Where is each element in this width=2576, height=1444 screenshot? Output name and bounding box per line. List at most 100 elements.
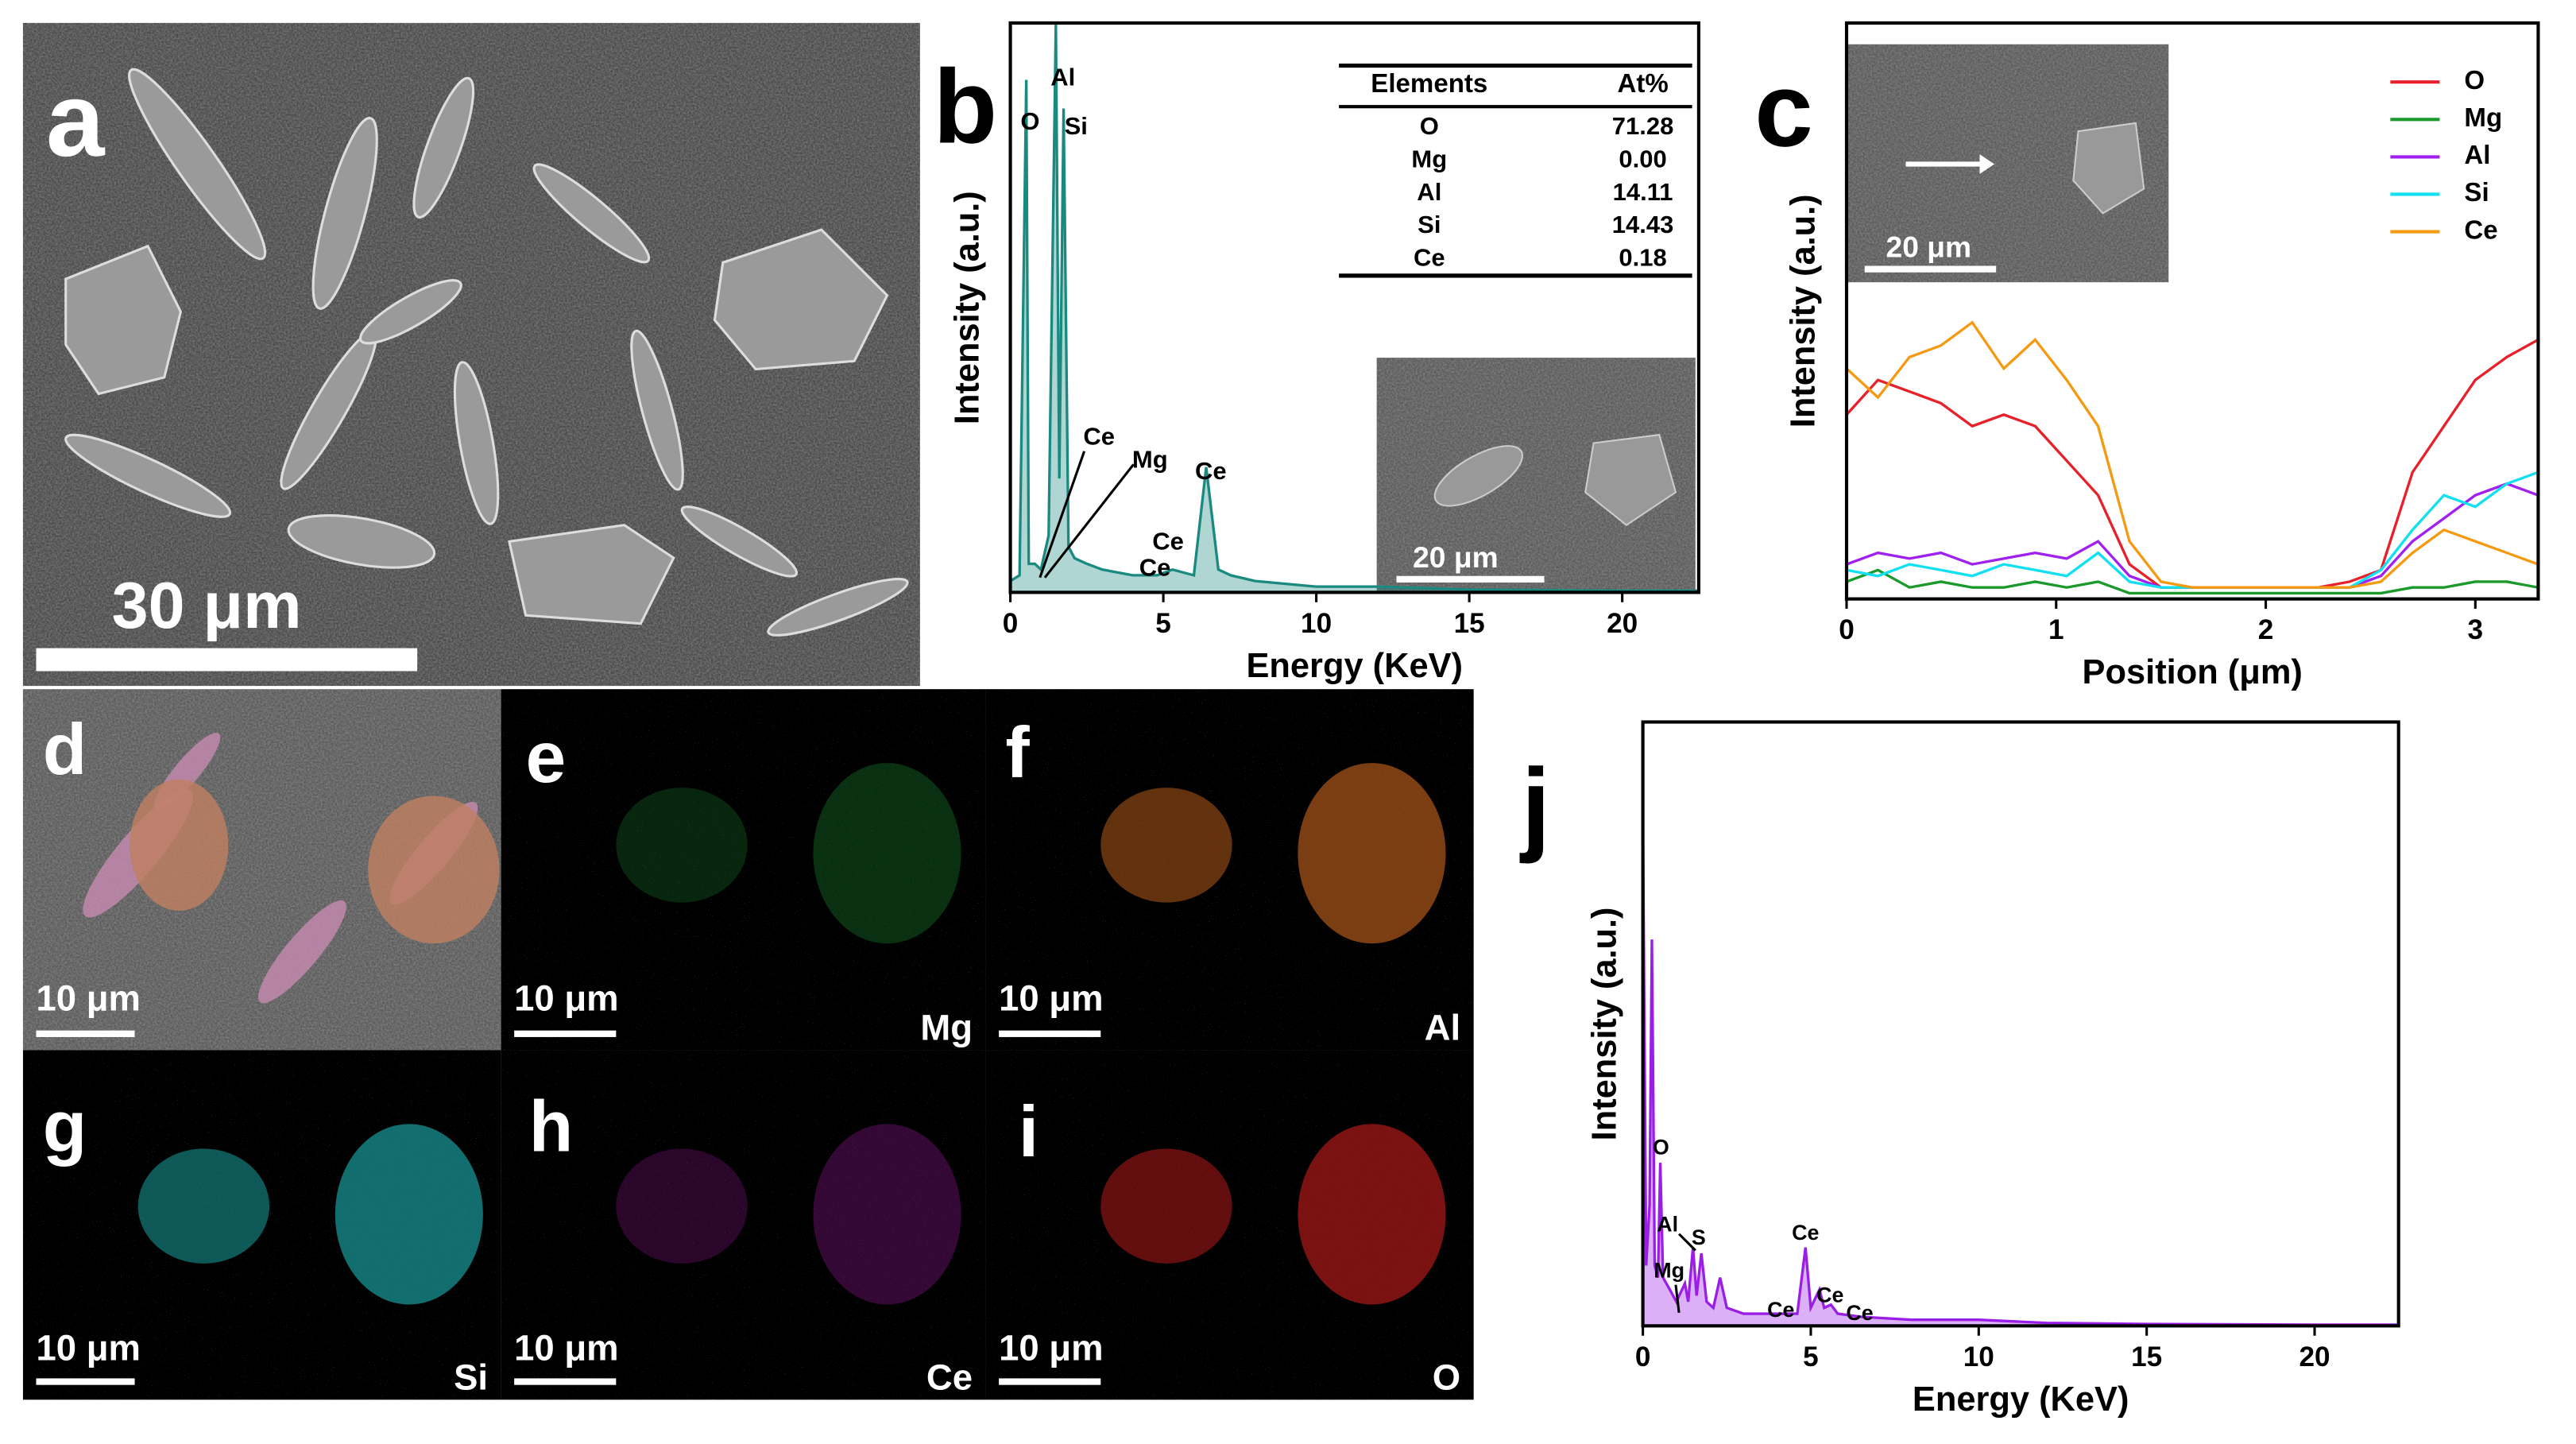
x-tick-label: 3	[2468, 614, 2484, 645]
scale-bar-label: 10 μm	[36, 978, 140, 1019]
scale-bar-label: 10 μm	[999, 978, 1103, 1019]
map-tint	[501, 689, 986, 1051]
annotation-arrow	[1043, 463, 1135, 579]
map-blob	[813, 1124, 961, 1305]
map-blob	[616, 1148, 748, 1264]
annotation-arrow	[1677, 1233, 1696, 1252]
data-line	[1845, 320, 2539, 589]
x-axis-label: Energy (KeV)	[1246, 647, 1463, 685]
x-axis-label: Energy (KeV)	[1913, 1380, 2129, 1419]
x-tick-label: 5	[1155, 608, 1171, 639]
plot-frame	[1008, 21, 1700, 594]
scale-bar	[999, 1378, 1101, 1385]
inset-scale-label: 20 μm	[1413, 540, 1499, 574]
peak-label: Al	[1050, 63, 1075, 91]
peak-label: Ce	[1139, 554, 1171, 582]
crystal	[257, 900, 346, 1004]
panel-label: f	[1005, 713, 1030, 793]
element-label: Si	[454, 1357, 488, 1397]
particle	[368, 796, 500, 944]
inset-scale-label: 20 μm	[1886, 230, 1972, 264]
element-label: Ce	[926, 1357, 973, 1397]
peak-label: Ce	[1152, 528, 1184, 556]
table-cell: 14.43	[1612, 211, 1674, 238]
particle	[130, 779, 229, 911]
table-cell: Mg	[1411, 145, 1447, 173]
peak-label: Si	[1065, 112, 1088, 140]
x-axis-label: Position (μm)	[2083, 653, 2303, 691]
map-blob	[335, 1124, 483, 1305]
scale-bar-label: 30 μm	[112, 568, 302, 642]
legend-label: Mg	[2464, 103, 2502, 133]
scale-bar-label: 10 μm	[999, 1327, 1103, 1368]
element-label: O	[1433, 1357, 1460, 1397]
peak-label: O	[1653, 1135, 1669, 1159]
peak-label: Mg	[1132, 445, 1168, 473]
map-blob	[1100, 1148, 1232, 1264]
table-cell: Ce	[1414, 243, 1445, 271]
panel-label: h	[529, 1087, 574, 1167]
data-line	[1009, 22, 1699, 592]
map-tint	[501, 1050, 986, 1400]
annotation-arrow	[1674, 1284, 1681, 1313]
scale-bar	[999, 1030, 1101, 1037]
scale-bar	[36, 1030, 135, 1037]
x-tick-label: 15	[2131, 1341, 2162, 1372]
table-header: At%	[1617, 69, 1668, 99]
peak-label: Ce	[1195, 457, 1227, 485]
x-tick-label: 20	[1607, 608, 1638, 639]
peak-label: Ce	[1816, 1283, 1843, 1307]
x-tick-label: 1	[2048, 614, 2064, 645]
legend-label: Ce	[2464, 215, 2497, 245]
scale-bar-label: 10 μm	[514, 978, 618, 1019]
data-line	[1845, 338, 2539, 589]
x-tick-label: 5	[1803, 1341, 1819, 1372]
y-axis-label: Intensity (a.u.)	[1785, 194, 1823, 428]
inset-image	[1376, 358, 1696, 591]
peak-label: Al	[1657, 1212, 1678, 1236]
spectrum-fill	[1642, 812, 2399, 1326]
x-tick-label: 0	[1635, 1341, 1651, 1372]
map-blob	[1100, 788, 1232, 903]
y-axis-label: Intensity (a.u.)	[1586, 908, 1624, 1141]
panel-label: i	[1019, 1092, 1039, 1172]
inset-image	[1846, 44, 2169, 283]
scale-bar	[514, 1378, 617, 1385]
sem-image	[22, 22, 920, 687]
table-header: Elements	[1371, 69, 1487, 99]
scale-bar-label: 10 μm	[36, 1327, 140, 1368]
x-tick-label: 2	[2258, 614, 2274, 645]
data-line	[1641, 812, 2399, 1326]
panel-label: j	[1519, 747, 1551, 865]
table-cell: 71.28	[1612, 112, 1674, 140]
scale-bar	[36, 1378, 135, 1385]
element-label: Mg	[920, 1008, 973, 1048]
legend-label: O	[2464, 66, 2485, 95]
legend-label: Si	[2464, 178, 2489, 207]
x-tick-label: 10	[1963, 1341, 1994, 1372]
panel-label: d	[43, 710, 87, 790]
plot-frame	[1641, 720, 2400, 1328]
peak-label: Mg	[1654, 1258, 1684, 1282]
element-maps: 10 μm 10 μm Mg 10 μm Al 10 μm Si 10 μm Ce 10 μm O	[22, 689, 1474, 1400]
x-tick-label: 10	[1301, 608, 1332, 639]
map-blob	[813, 763, 961, 944]
panel-label: e	[526, 718, 567, 798]
map-blob	[1298, 763, 1446, 944]
scale-bar	[514, 1030, 617, 1037]
map-blob	[1298, 1124, 1446, 1305]
peak-label: O	[1020, 107, 1039, 135]
table-cell: 14.11	[1613, 178, 1673, 206]
x-tick-label: 15	[1454, 608, 1485, 639]
data-line	[1846, 568, 2539, 595]
panel-label: a	[46, 61, 106, 179]
table-cell: 0.00	[1619, 145, 1666, 173]
x-tick-label: 20	[2299, 1341, 2330, 1372]
table-cell: O	[1420, 112, 1439, 140]
legend-label: Al	[2464, 141, 2490, 170]
data-line	[1846, 470, 2539, 589]
plot-frame	[1844, 21, 2540, 601]
